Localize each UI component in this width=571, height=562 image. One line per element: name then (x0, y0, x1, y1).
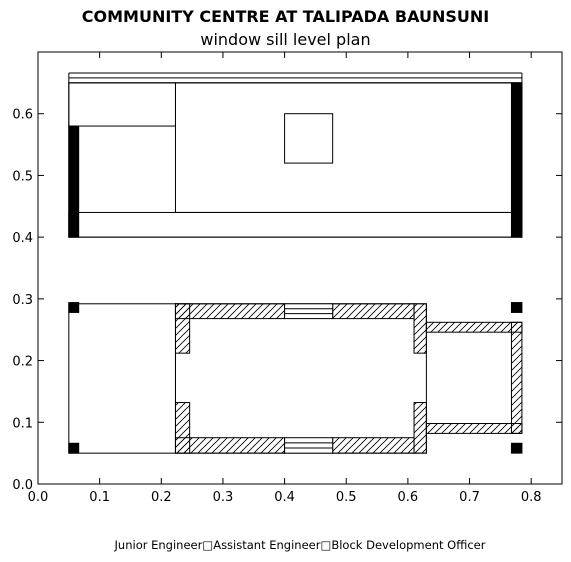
upper-solid-wall (68, 125, 80, 238)
x-tick-label: 0.2 (151, 490, 172, 505)
axes-frame (37, 51, 563, 485)
column-block (510, 442, 523, 454)
column-block (68, 442, 80, 454)
footer-signatures: Junior Engineer□Assistant Engineer□Block… (114, 538, 486, 552)
hatched-wall-segment (174, 402, 191, 454)
plot-title: COMMUNITY CENTRE AT TALIPADA BAUNSUNI (81, 7, 490, 26)
lower-room-outline (174, 303, 427, 454)
hatched-wall-segment (174, 303, 286, 320)
x-tick-label: 0.1 (89, 490, 110, 505)
hatched-wall-segment (174, 437, 286, 454)
lower-room-outline (68, 303, 176, 454)
x-tick-label: 0.4 (274, 490, 295, 505)
column-block (68, 302, 80, 313)
x-tick-label: 0.7 (459, 490, 480, 505)
hatched-wall-segment (425, 423, 523, 434)
window-opening (284, 303, 334, 320)
upper-room-outline (68, 82, 176, 127)
x-tick-label: 0.5 (336, 490, 357, 505)
hatched-wall-segment (332, 437, 415, 454)
window-opening (284, 437, 334, 454)
x-tick-label: 0.8 (521, 490, 542, 505)
y-tick-label: 0.6 (12, 108, 33, 123)
y-tick-label: 0.4 (12, 231, 33, 246)
y-tick-label: 0.3 (12, 293, 33, 308)
x-tick-label: 0.6 (398, 490, 419, 505)
hatched-wall-segment (425, 321, 523, 333)
y-tick-label: 0.1 (12, 416, 33, 431)
upper-room-outline (174, 82, 523, 213)
x-tick-label: 0.0 (28, 490, 49, 505)
y-tick-label: 0.0 (12, 478, 33, 493)
column-block (510, 302, 523, 313)
upper-room-outline (284, 113, 334, 164)
y-tick-label: 0.2 (12, 355, 33, 370)
hatched-wall-segment (174, 303, 191, 354)
hatched-wall-segment (332, 303, 415, 320)
hatched-wall-segment (413, 402, 427, 454)
upper-room-outline (68, 211, 523, 238)
upper-room-outline (68, 82, 523, 238)
hatched-wall-segment (413, 303, 427, 354)
x-tick-label: 0.3 (213, 490, 234, 505)
plot-subtitle: window sill level plan (200, 30, 371, 49)
y-tick-label: 0.5 (12, 169, 33, 184)
upper-solid-wall (510, 82, 523, 238)
hatched-wall-segment (510, 321, 523, 434)
